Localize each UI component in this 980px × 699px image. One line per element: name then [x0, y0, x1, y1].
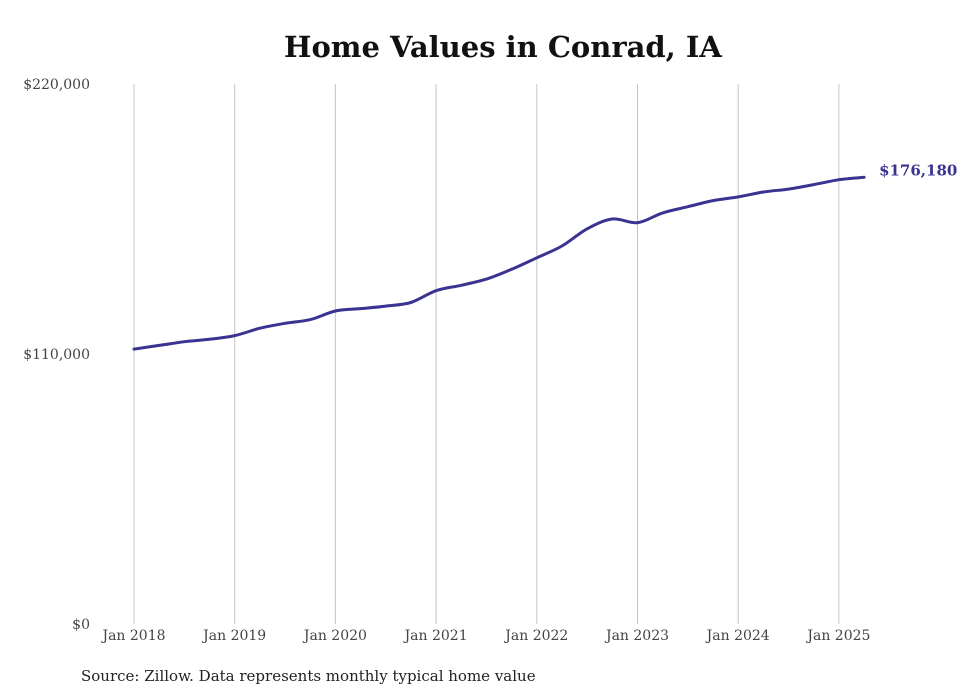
- x-tick-label: Jan 2024: [705, 628, 770, 644]
- y-tick-label: $110,000: [23, 347, 90, 363]
- x-tick-label: Jan 2021: [403, 628, 468, 644]
- end-value-label: $176,180: [879, 161, 957, 179]
- x-tick-label: Jan 2025: [805, 628, 870, 644]
- x-tick-label: Jan 2018: [100, 628, 165, 644]
- x-tick-label: Jan 2019: [201, 628, 266, 644]
- x-tick-label: Jan 2023: [604, 628, 669, 644]
- y-tick-label: $220,000: [23, 77, 90, 93]
- x-tick-label: Jan 2022: [503, 628, 568, 644]
- chart-title: Home Values in Conrad, IA: [284, 30, 722, 64]
- x-tick-label: Jan 2020: [302, 628, 367, 644]
- source-note: Source: Zillow. Data represents monthly …: [81, 667, 536, 685]
- y-tick-label: $0: [72, 617, 90, 633]
- series-line: [132, 175, 866, 351]
